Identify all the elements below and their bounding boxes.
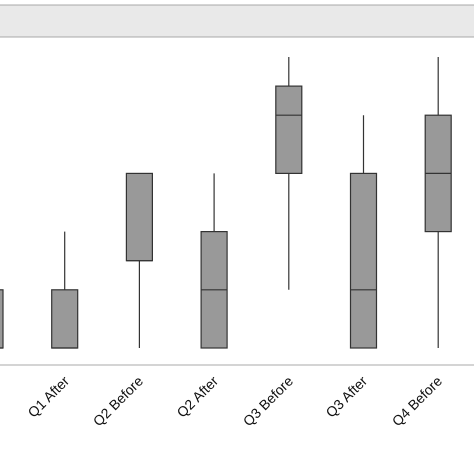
tick-label-q4-before: Q4 Before <box>389 373 446 430</box>
box-q1-after <box>51 231 79 349</box>
x-tick-labels: Q1 After Q2 Before Q2 After Q3 Before Q3… <box>24 373 445 430</box>
tick-label-q3-after: Q3 After <box>322 373 370 421</box>
iqr-box-q1-before <box>0 289 4 349</box>
box-q3-before <box>275 57 303 290</box>
tick-label-q2-before: Q2 Before <box>90 373 147 430</box>
box-q2-after <box>200 173 228 349</box>
box-q3-after <box>349 115 378 349</box>
iqr-box-q3-before <box>275 85 303 175</box>
tick-label-q2-after: Q2 After <box>173 373 221 421</box>
iqr-box-q3-after <box>349 172 378 349</box>
boxes-layer <box>0 57 452 349</box>
box-q2-before <box>125 172 154 348</box>
iqr-box-q1-after <box>51 289 79 349</box>
tick-label-q1-after: Q1 After <box>24 373 72 421</box>
iqr-box-q2-before <box>125 172 154 262</box>
panel-header <box>0 4 474 38</box>
box-q4-before <box>424 57 452 348</box>
plot-panel <box>0 36 474 366</box>
box-q1-before <box>0 289 4 349</box>
tick-label-q3-before: Q3 Before <box>240 373 297 430</box>
